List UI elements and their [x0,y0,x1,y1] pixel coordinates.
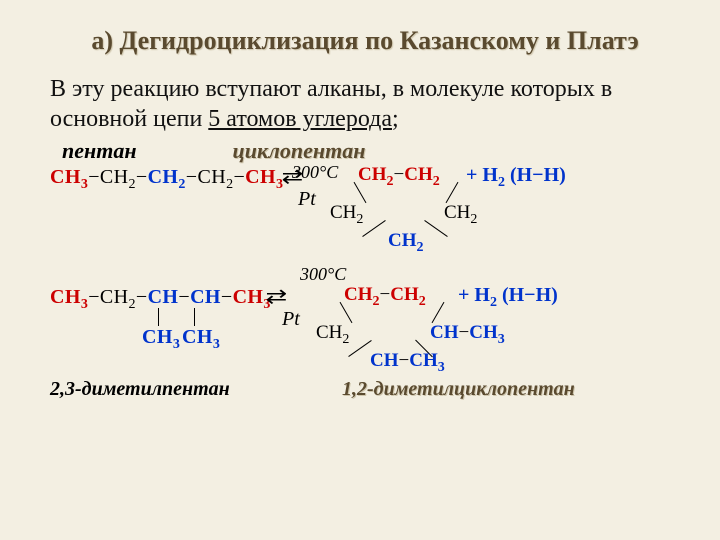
hydrogen-product-1: + H2 (H−H) [466,164,566,191]
bond [194,308,195,326]
intro-underlined: 5 атомов углерода [208,106,392,132]
bond [446,182,459,203]
reaction-1-labels: пентан 300°С циклопентан [50,138,680,164]
bond [432,302,445,323]
temperature-2: 300°С [300,264,346,285]
reaction-2: 300°С СН3−СН2−СН−СН−СН3 СН3 СН3 ⇄ Pt СН2… [50,286,680,466]
intro-text: В эту реакцию вступают алканы, в молекул… [50,74,680,134]
cyclopentan-label: циклопентан [233,138,366,164]
bond [348,340,372,357]
catalyst-2: Pt [282,308,300,331]
dimethylcyclopentane-label: 1,2-диметилциклопентан [342,378,575,401]
equilibrium-arrow-1: ⇄ [284,164,301,189]
bond [362,220,386,237]
bond [158,308,159,326]
dimethylpentane-label: 2,3-диметилпентан [50,378,230,401]
methyl-sub-2: СН3 [182,326,220,353]
reaction-1: СН3−СН2−СН2−СН2−СН3 ⇄ Pt СН2−СН2 + H2 (H… [50,166,680,276]
dimethylpentane-chain: СН3−СН2−СН−СН−СН3 [50,286,271,308]
slide: а) Дегидроциклизация по Казанскому и Пла… [0,0,720,540]
intro-part2: ; [392,106,399,132]
equilibrium-arrow-2: ⇄ [268,284,285,309]
slide-title: а) Дегидроциклизация по Казанскому и Пла… [50,26,680,56]
hydrogen-product-2: + H2 (H−H) [458,284,558,311]
pentane-chain: СН3−СН2−СН2−СН2−СН3 [50,166,283,188]
methyl-sub-1: СН3 [142,326,180,353]
pentan-label: пентан [62,138,137,164]
catalyst-1: Pt [298,188,316,211]
